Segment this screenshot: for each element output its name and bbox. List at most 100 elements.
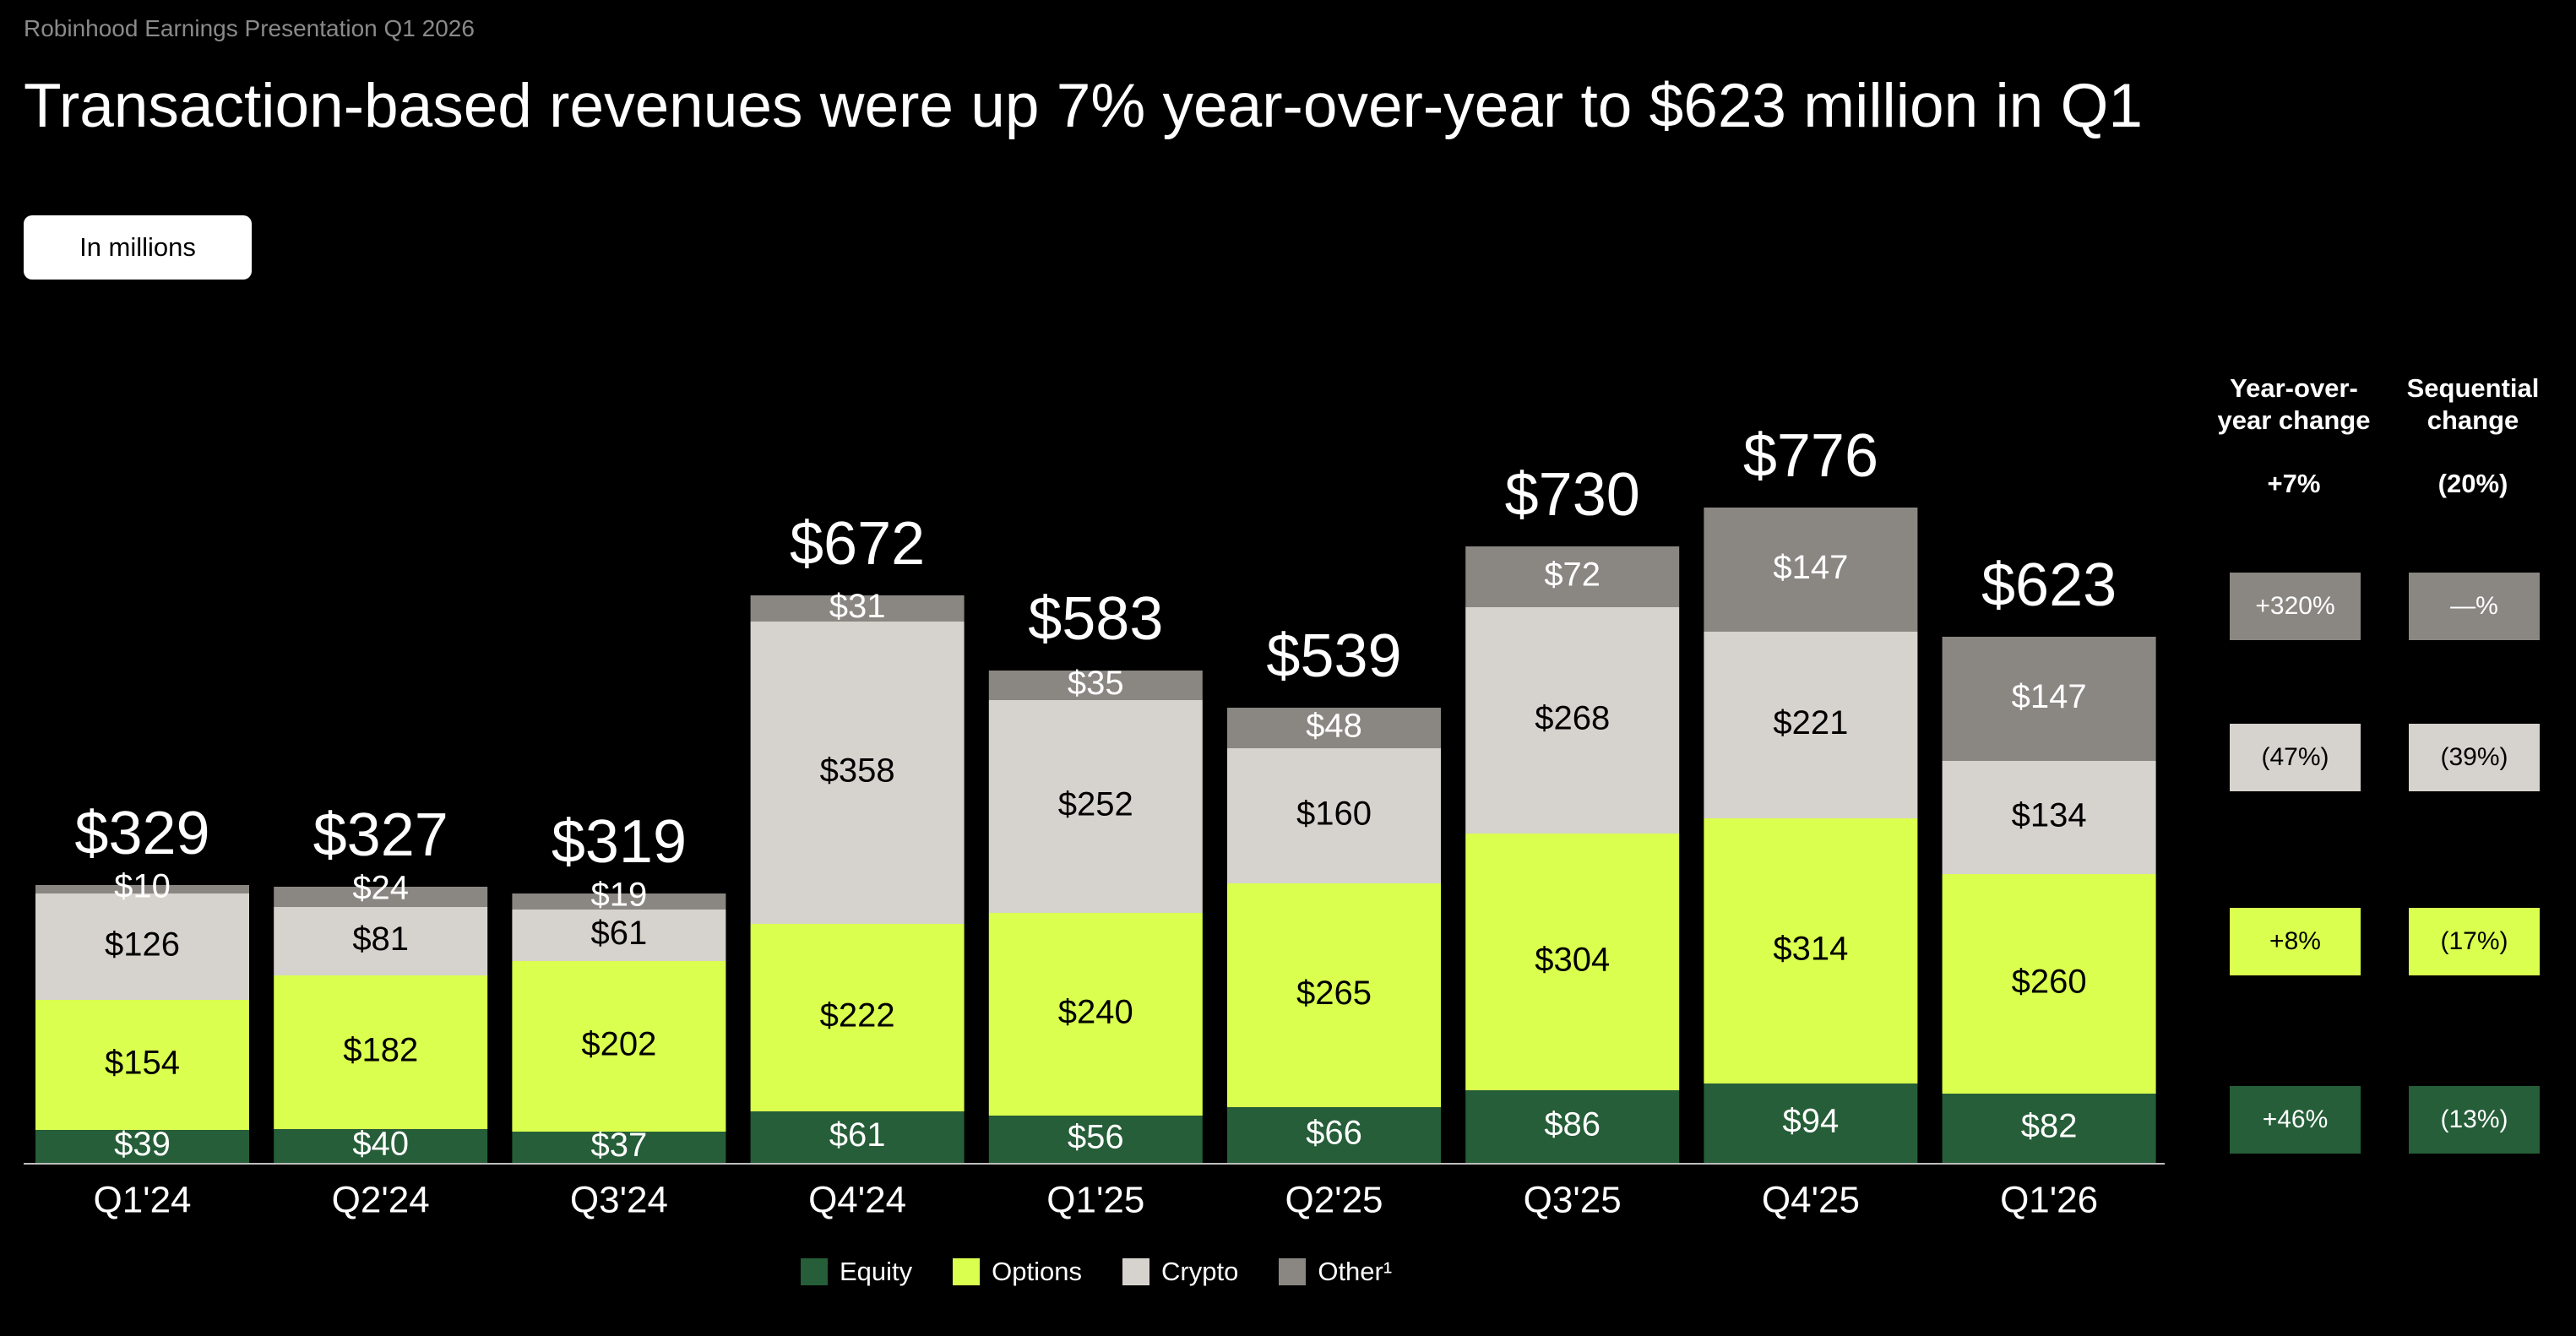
bar-total-label: $583 — [1028, 585, 1163, 653]
seq-badge-crypto: (39%) — [2409, 724, 2540, 791]
bar-total-label: $319 — [552, 808, 687, 876]
bar-segment-crypto — [35, 893, 249, 1000]
sequential-header-line1: Sequential — [2406, 373, 2540, 403]
bar-segment-equity — [750, 1111, 965, 1163]
x-tick-label: Q2'25 — [1285, 1180, 1383, 1221]
legend-swatch-crypto — [1122, 1258, 1150, 1285]
legend-swatch-equity — [801, 1258, 828, 1285]
bar-total-label: $623 — [1981, 551, 2117, 619]
x-tick-label: Q3'25 — [1524, 1180, 1622, 1221]
legend-item-crypto: Crypto — [1122, 1257, 1238, 1287]
segment-label-equity: $86 — [1544, 1106, 1600, 1143]
segment-label-crypto: $61 — [591, 915, 648, 952]
yoy-badge-crypto: (47%) — [2230, 724, 2361, 791]
yoy-badge-options: +8% — [2230, 908, 2361, 975]
bar-total-label: $327 — [313, 801, 448, 869]
bar-total-label: $730 — [1505, 461, 1640, 529]
legend-label-options: Options — [992, 1257, 1083, 1286]
x-tick-label: Q3'24 — [570, 1180, 668, 1221]
segment-label-equity: $39 — [114, 1126, 171, 1163]
bar-segment-equity — [988, 1116, 1203, 1163]
bar-segment-equity — [274, 1129, 488, 1163]
bar-segment-other — [512, 893, 726, 910]
segment-label-equity: $56 — [1068, 1119, 1124, 1156]
segment-label-other: $147 — [1773, 549, 1848, 586]
bar-segment-options — [1704, 818, 1918, 1083]
segment-label-crypto: $160 — [1296, 796, 1372, 833]
bar-segment-other — [1942, 637, 2156, 761]
bar-segment-crypto — [274, 907, 488, 975]
segment-label-options: $222 — [820, 997, 895, 1035]
x-tick-label: Q4'25 — [1762, 1180, 1860, 1221]
x-tick-label: Q1'26 — [2000, 1180, 2098, 1221]
bar-segment-options — [1942, 874, 2156, 1094]
bar-segment-options — [35, 1000, 249, 1130]
segment-label-crypto: $81 — [352, 921, 409, 958]
bar-segment-options — [1227, 883, 1441, 1107]
yoy-header-line2: year change — [2217, 405, 2371, 435]
segment-label-equity: $82 — [2021, 1108, 2078, 1145]
bar-segment-other — [1227, 708, 1441, 748]
bar-segment-equity — [512, 1132, 726, 1163]
segment-label-crypto: $358 — [820, 752, 895, 790]
segment-label-crypto: $126 — [105, 926, 180, 964]
legend-item-other: Other¹ — [1279, 1257, 1392, 1287]
bar-segment-equity — [1465, 1090, 1680, 1163]
segment-label-crypto: $134 — [2012, 797, 2087, 834]
bar-segment-equity — [1942, 1094, 2156, 1163]
seq-badge-equity: (13%) — [2409, 1086, 2540, 1154]
bar-segment-options — [512, 961, 726, 1132]
segment-label-equity: $66 — [1306, 1115, 1362, 1152]
segment-label-options: $304 — [1535, 942, 1610, 979]
bar-segment-other — [750, 595, 965, 622]
bar-segment-crypto — [1704, 632, 1918, 818]
legend-label-crypto: Crypto — [1161, 1257, 1239, 1286]
presentation-supertitle: Robinhood Earnings Presentation Q1 2026 — [24, 15, 475, 41]
segment-label-other: $48 — [1306, 708, 1362, 745]
x-tick-label: Q4'24 — [808, 1180, 906, 1221]
bar-segment-other — [274, 887, 488, 907]
segment-label-other: $147 — [2012, 678, 2087, 715]
sequential-total: (20%) — [2437, 469, 2508, 498]
segment-label-crypto: $268 — [1535, 700, 1610, 737]
bar-segment-other — [35, 885, 249, 893]
segment-label-other: $24 — [352, 870, 409, 907]
bar-segment-crypto — [1227, 748, 1441, 883]
bar-segment-other — [1465, 546, 1680, 607]
segment-label-options: $240 — [1058, 994, 1133, 1031]
bar-total-label: $776 — [1743, 422, 1878, 490]
segment-label-other: $35 — [1068, 665, 1124, 702]
segment-label-options: $260 — [2012, 964, 2087, 1001]
bar-total-label: $672 — [790, 510, 925, 578]
slide-title: Transaction-based revenues were up 7% ye… — [24, 72, 2143, 140]
legend-label-equity: Equity — [840, 1257, 913, 1286]
bar-segment-crypto — [1942, 761, 2156, 874]
chart-legend: Equity Options Crypto Other¹ — [801, 1257, 1432, 1287]
bar-segment-equity — [1704, 1083, 1918, 1163]
segment-label-other: $19 — [591, 877, 648, 914]
segment-label-options: $154 — [105, 1045, 180, 1082]
segment-label-crypto: $221 — [1773, 704, 1848, 741]
x-tick-label: Q1'25 — [1046, 1180, 1144, 1221]
bar-total-label: $329 — [74, 800, 209, 867]
bar-segment-equity — [35, 1130, 249, 1163]
segment-label-equity: $40 — [352, 1126, 409, 1163]
segment-label-other: $31 — [829, 588, 886, 625]
bar-segment-options — [274, 975, 488, 1129]
legend-swatch-other — [1279, 1258, 1307, 1285]
legend-item-options: Options — [953, 1257, 1082, 1287]
sequential-header: Sequential change — [2389, 372, 2557, 437]
sequential-header-line2: change — [2427, 405, 2519, 435]
bar-segment-equity — [1227, 1107, 1441, 1163]
segment-label-options: $265 — [1296, 975, 1372, 1012]
segment-label-equity: $61 — [829, 1116, 886, 1154]
segment-label-options: $202 — [581, 1026, 656, 1063]
legend-label-other: Other¹ — [1318, 1257, 1393, 1286]
yoy-total: +7% — [2267, 469, 2321, 498]
bar-segment-other — [988, 671, 1203, 700]
yoy-badge-equity: +46% — [2230, 1086, 2361, 1154]
bar-segment-options — [1465, 834, 1680, 1090]
yoy-badge-other: +320% — [2230, 573, 2361, 640]
bar-total-label: $539 — [1266, 622, 1401, 690]
